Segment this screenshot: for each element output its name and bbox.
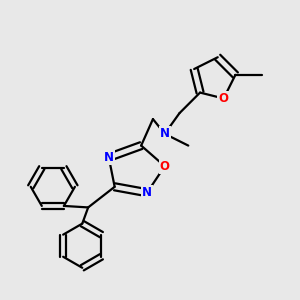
Text: N: N xyxy=(104,151,114,164)
Text: N: N xyxy=(160,127,170,140)
Text: O: O xyxy=(160,160,170,173)
Text: O: O xyxy=(219,92,229,105)
Text: N: N xyxy=(142,186,152,199)
